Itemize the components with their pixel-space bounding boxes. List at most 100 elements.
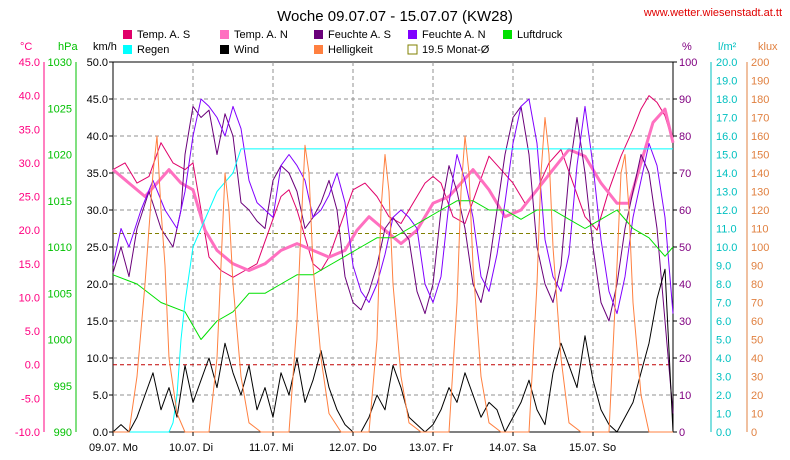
lux-axis-unit: klux xyxy=(758,41,778,53)
wind-tick-label: 5.0 xyxy=(93,390,108,402)
rain-tick-label: 2.0 xyxy=(716,390,731,402)
series-line xyxy=(112,268,674,433)
rain-tick-label: 18.0 xyxy=(716,94,737,106)
wind-tick-label: 15.0 xyxy=(87,316,108,328)
legend-swatch xyxy=(123,30,132,39)
rain-tick-label: 16.0 xyxy=(716,131,737,143)
lux-tick-label: 140 xyxy=(751,168,769,180)
series-line xyxy=(112,98,674,315)
rain-tick-label: 20.0 xyxy=(716,57,737,69)
press-tick-label: 1020 xyxy=(48,150,72,162)
press-tick-label: 1010 xyxy=(48,242,72,254)
rain-tick-label: 19.0 xyxy=(716,76,737,88)
wind-tick-label: 10.0 xyxy=(87,353,108,365)
lux-tick-label: 110 xyxy=(751,224,769,236)
temp-tick-label: -5.0 xyxy=(21,393,40,405)
wind-tick-label: 45.0 xyxy=(87,94,108,106)
lux-tick-label: 100 xyxy=(751,242,769,254)
series-line xyxy=(112,105,674,414)
series-layer xyxy=(112,95,675,433)
press-axis-unit: hPa xyxy=(58,41,78,53)
rain-tick-label: 6.0 xyxy=(716,316,731,328)
series-line xyxy=(112,95,674,278)
hum-tick-label: 80 xyxy=(679,131,691,143)
legend-label: Helligkeit xyxy=(328,44,373,56)
lux-tick-label: 200 xyxy=(751,57,769,69)
temp-tick-label: 0.0 xyxy=(25,360,40,372)
legend: Temp. A. S Temp. A. N Feuchte A. S Feuchte … xyxy=(123,29,563,56)
wind-axis-unit: km/h xyxy=(93,41,117,53)
wind-tick-label: 40.0 xyxy=(87,131,108,143)
series-line xyxy=(113,148,673,433)
x-tick-label: 12.07. Do xyxy=(329,442,377,454)
legend-swatch xyxy=(503,30,512,39)
hum-tick-label: 40 xyxy=(679,279,691,291)
lux-tick-label: 80 xyxy=(751,279,763,291)
lux-tick-label: 120 xyxy=(751,205,769,217)
hum-axis-unit: % xyxy=(682,41,692,53)
lux-tick-label: 20 xyxy=(751,390,763,402)
temp-tick-label: 15.0 xyxy=(19,259,40,271)
rain-tick-label: 15.0 xyxy=(716,150,737,162)
rain-tick-label: 1.0 xyxy=(716,409,731,421)
x-tick-label: 14.07. Sa xyxy=(489,442,537,454)
legend-label: 19.5 Monat-Ø xyxy=(422,44,490,56)
x-axis-ticks: 09.07. Mo 10.07. Di 11.07. Mi 12.07. Do 13.0… xyxy=(89,432,616,454)
lux-tick-label: 180 xyxy=(751,94,769,106)
legend-label: Wind xyxy=(234,44,259,56)
legend-swatch xyxy=(407,44,418,55)
x-tick-label: 13.07. Fr xyxy=(409,442,453,454)
rain-tick-label: 12.0 xyxy=(716,205,737,217)
temp-tick-label: 40.0 xyxy=(19,91,40,103)
lux-tick-label: 40 xyxy=(751,353,763,365)
legend-swatch xyxy=(408,30,417,39)
lux-tick-label: 70 xyxy=(751,298,763,310)
rain-axis-unit: l/m² xyxy=(718,41,737,53)
rain-tick-label: 10.0 xyxy=(716,242,737,254)
rain-tick-label: 3.0 xyxy=(716,372,731,384)
legend-label: Temp. A. N xyxy=(234,29,288,41)
hum-tick-label: 10 xyxy=(679,390,691,402)
wind-tick-label: 30.0 xyxy=(87,205,108,217)
wind-tick-label: 20.0 xyxy=(87,279,108,291)
press-tick-label: 1030 xyxy=(48,57,72,69)
series-line xyxy=(113,117,673,433)
lux-tick-label: 10 xyxy=(751,409,763,421)
rain-tick-label: 17.0 xyxy=(716,113,737,125)
press-tick-label: 1000 xyxy=(48,335,72,347)
press-tick-label: 1015 xyxy=(48,196,72,208)
legend-swatch xyxy=(314,30,323,39)
legend-swatch xyxy=(220,30,229,39)
x-tick-label: 11.07. Mi xyxy=(249,442,293,454)
rain-tick-label: 0.0 xyxy=(716,427,731,439)
hum-tick-label: 100 xyxy=(679,57,697,69)
hum-tick-label: 90 xyxy=(679,94,691,106)
wind-tick-label: 0.0 xyxy=(93,427,108,439)
wind-tick-label: 50.0 xyxy=(87,57,108,69)
legend-label: Feuchte A. N xyxy=(422,29,486,41)
lux-tick-label: 0 xyxy=(751,427,757,439)
legend-label: Regen xyxy=(137,44,169,56)
rain-tick-label: 11.0 xyxy=(716,224,737,236)
hum-tick-label: 60 xyxy=(679,205,691,217)
temp-tick-label: 35.0 xyxy=(19,124,40,136)
temp-tick-label: 5.0 xyxy=(25,326,40,338)
hum-tick-label: 0 xyxy=(679,427,685,439)
lux-tick-label: 60 xyxy=(751,316,763,328)
temp-tick-label: 30.0 xyxy=(19,158,40,170)
press-tick-label: 1005 xyxy=(48,288,72,300)
hum-tick-label: 70 xyxy=(679,168,691,180)
lux-tick-label: 90 xyxy=(751,261,763,273)
rain-tick-label: 13.0 xyxy=(716,187,737,199)
rain-tick-label: 8.0 xyxy=(716,279,731,291)
legend-swatch xyxy=(123,45,132,54)
x-tick-label: 09.07. Mo xyxy=(89,442,138,454)
rain-tick-label: 14.0 xyxy=(716,168,737,180)
temp-tick-label: -10.0 xyxy=(15,427,40,439)
hum-tick-label: 20 xyxy=(679,353,691,365)
temp-axis-unit: °C xyxy=(20,41,32,53)
lux-tick-label: 160 xyxy=(751,131,769,143)
temp-tick-label: 25.0 xyxy=(19,192,40,204)
source-link[interactable]: www.wetter.wiesenstadt.at.tt xyxy=(643,7,782,19)
